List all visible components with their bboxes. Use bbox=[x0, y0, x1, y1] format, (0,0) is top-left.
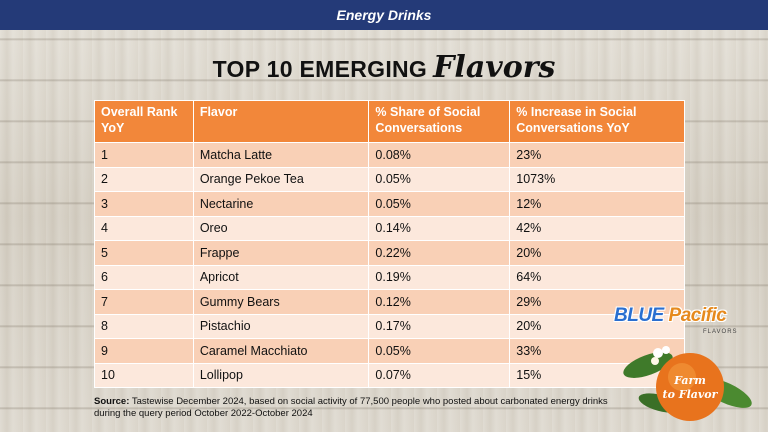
cell-flavor: Caramel Macchiato bbox=[192, 338, 370, 364]
cell-share: 0.07% bbox=[368, 362, 511, 388]
cell-increase: 29% bbox=[509, 289, 685, 315]
cell-increase: 20% bbox=[509, 313, 685, 339]
cell-rank: 9 bbox=[94, 338, 194, 364]
table-row: 7 Gummy Bears 0.12% 29% bbox=[94, 289, 685, 315]
cell-rank: 5 bbox=[94, 240, 194, 266]
cell-flavor: Matcha Latte bbox=[192, 142, 370, 168]
table-header-row: Overall Rank YoY Flavor % Share of Socia… bbox=[94, 100, 685, 143]
logo-subtitle: FLAVORS bbox=[703, 329, 738, 335]
badge-line2: to Flavor bbox=[663, 388, 719, 401]
cell-share: 0.14% bbox=[368, 215, 511, 241]
cell-flavor: Apricot bbox=[192, 264, 370, 290]
cell-increase: 64% bbox=[509, 264, 685, 290]
table-row: 5 Frappe 0.22% 20% bbox=[94, 240, 685, 266]
source-label: Source: bbox=[94, 396, 130, 407]
column-header-flavor: Flavor bbox=[192, 100, 370, 143]
table-row: 4 Oreo 0.14% 42% bbox=[94, 215, 685, 241]
table-row: 3 Nectarine 0.05% 12% bbox=[94, 191, 685, 217]
badge-line1: Farm bbox=[673, 374, 706, 387]
cell-flavor: Nectarine bbox=[192, 191, 370, 217]
blue-pacific-logo: BLUE Pacific FLAVORS Farm to Flavor bbox=[608, 305, 758, 425]
cell-rank: 2 bbox=[94, 166, 194, 192]
cell-increase: 23% bbox=[509, 142, 685, 168]
table-row: 10 Lollipop 0.07% 15% bbox=[94, 362, 685, 388]
title-main: TOP 10 EMERGING bbox=[212, 56, 428, 82]
logo-wordmark: BLUE Pacific bbox=[614, 305, 727, 327]
cell-increase: 20% bbox=[509, 240, 685, 266]
cell-flavor: Orange Pekoe Tea bbox=[192, 166, 370, 192]
column-header-increase: % Increase in Social Conversations YoY bbox=[509, 100, 685, 143]
cell-flavor: Frappe bbox=[192, 240, 370, 266]
cell-increase: 42% bbox=[509, 215, 685, 241]
cell-rank: 10 bbox=[94, 362, 194, 388]
cell-flavor: Oreo bbox=[192, 215, 370, 241]
cell-share: 0.17% bbox=[368, 313, 511, 339]
cell-flavor: Lollipop bbox=[192, 362, 370, 388]
cell-increase: 1073% bbox=[509, 166, 685, 192]
cell-increase: 33% bbox=[509, 338, 685, 364]
cell-rank: 4 bbox=[94, 215, 194, 241]
cell-share: 0.19% bbox=[368, 264, 511, 290]
source-text: Tastewise December 2024, based on social… bbox=[94, 396, 608, 419]
cell-flavor: Gummy Bears bbox=[192, 289, 370, 315]
cell-share: 0.05% bbox=[368, 191, 511, 217]
column-header-share: % Share of Social Conversations bbox=[368, 100, 511, 143]
table-row: 6 Apricot 0.19% 64% bbox=[94, 264, 685, 290]
cell-rank: 8 bbox=[94, 313, 194, 339]
flavors-table: Overall Rank YoY Flavor % Share of Socia… bbox=[94, 100, 685, 388]
cell-share: 0.22% bbox=[368, 240, 511, 266]
cell-rank: 1 bbox=[94, 142, 194, 168]
title-script: Flavors bbox=[433, 50, 556, 85]
header-bar: Energy Drinks bbox=[0, 0, 768, 30]
cell-share: 0.05% bbox=[368, 338, 511, 364]
page-title: TOP 10 EMERGING Flavors bbox=[0, 50, 768, 90]
table-row: 9 Caramel Macchiato 0.05% 33% bbox=[94, 338, 685, 364]
column-header-rank: Overall Rank YoY bbox=[94, 100, 194, 143]
orange-badge-icon: Farm to Flavor bbox=[623, 346, 752, 421]
cell-rank: 3 bbox=[94, 191, 194, 217]
table-row: 2 Orange Pekoe Tea 0.05% 1073% bbox=[94, 166, 685, 192]
cell-share: 0.08% bbox=[368, 142, 511, 168]
cell-share: 0.05% bbox=[368, 166, 511, 192]
table-row: 8 Pistachio 0.17% 20% bbox=[94, 313, 685, 339]
logo-brand-blue: BLUE bbox=[614, 305, 664, 326]
source-note: Source: Tastewise December 2024, based o… bbox=[94, 396, 614, 420]
cell-rank: 6 bbox=[94, 264, 194, 290]
cell-flavor: Pistachio bbox=[192, 313, 370, 339]
cell-rank: 7 bbox=[94, 289, 194, 315]
cell-share: 0.12% bbox=[368, 289, 511, 315]
cell-increase: 12% bbox=[509, 191, 685, 217]
header-title: Energy Drinks bbox=[336, 7, 432, 23]
logo-brand-pacific: Pacific bbox=[668, 305, 727, 326]
table-row: 1 Matcha Latte 0.08% 23% bbox=[94, 142, 685, 168]
